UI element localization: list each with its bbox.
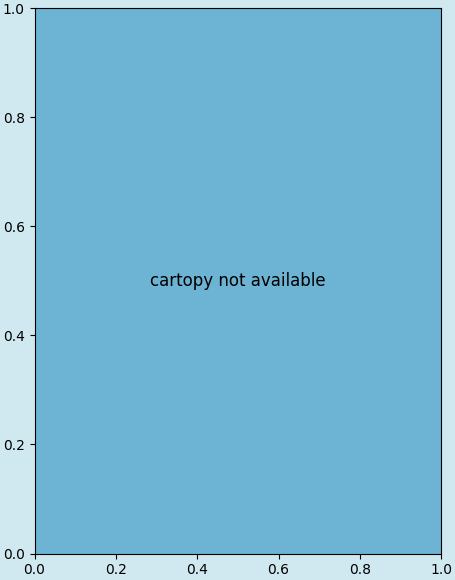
- Text: cartopy not available: cartopy not available: [150, 272, 326, 290]
